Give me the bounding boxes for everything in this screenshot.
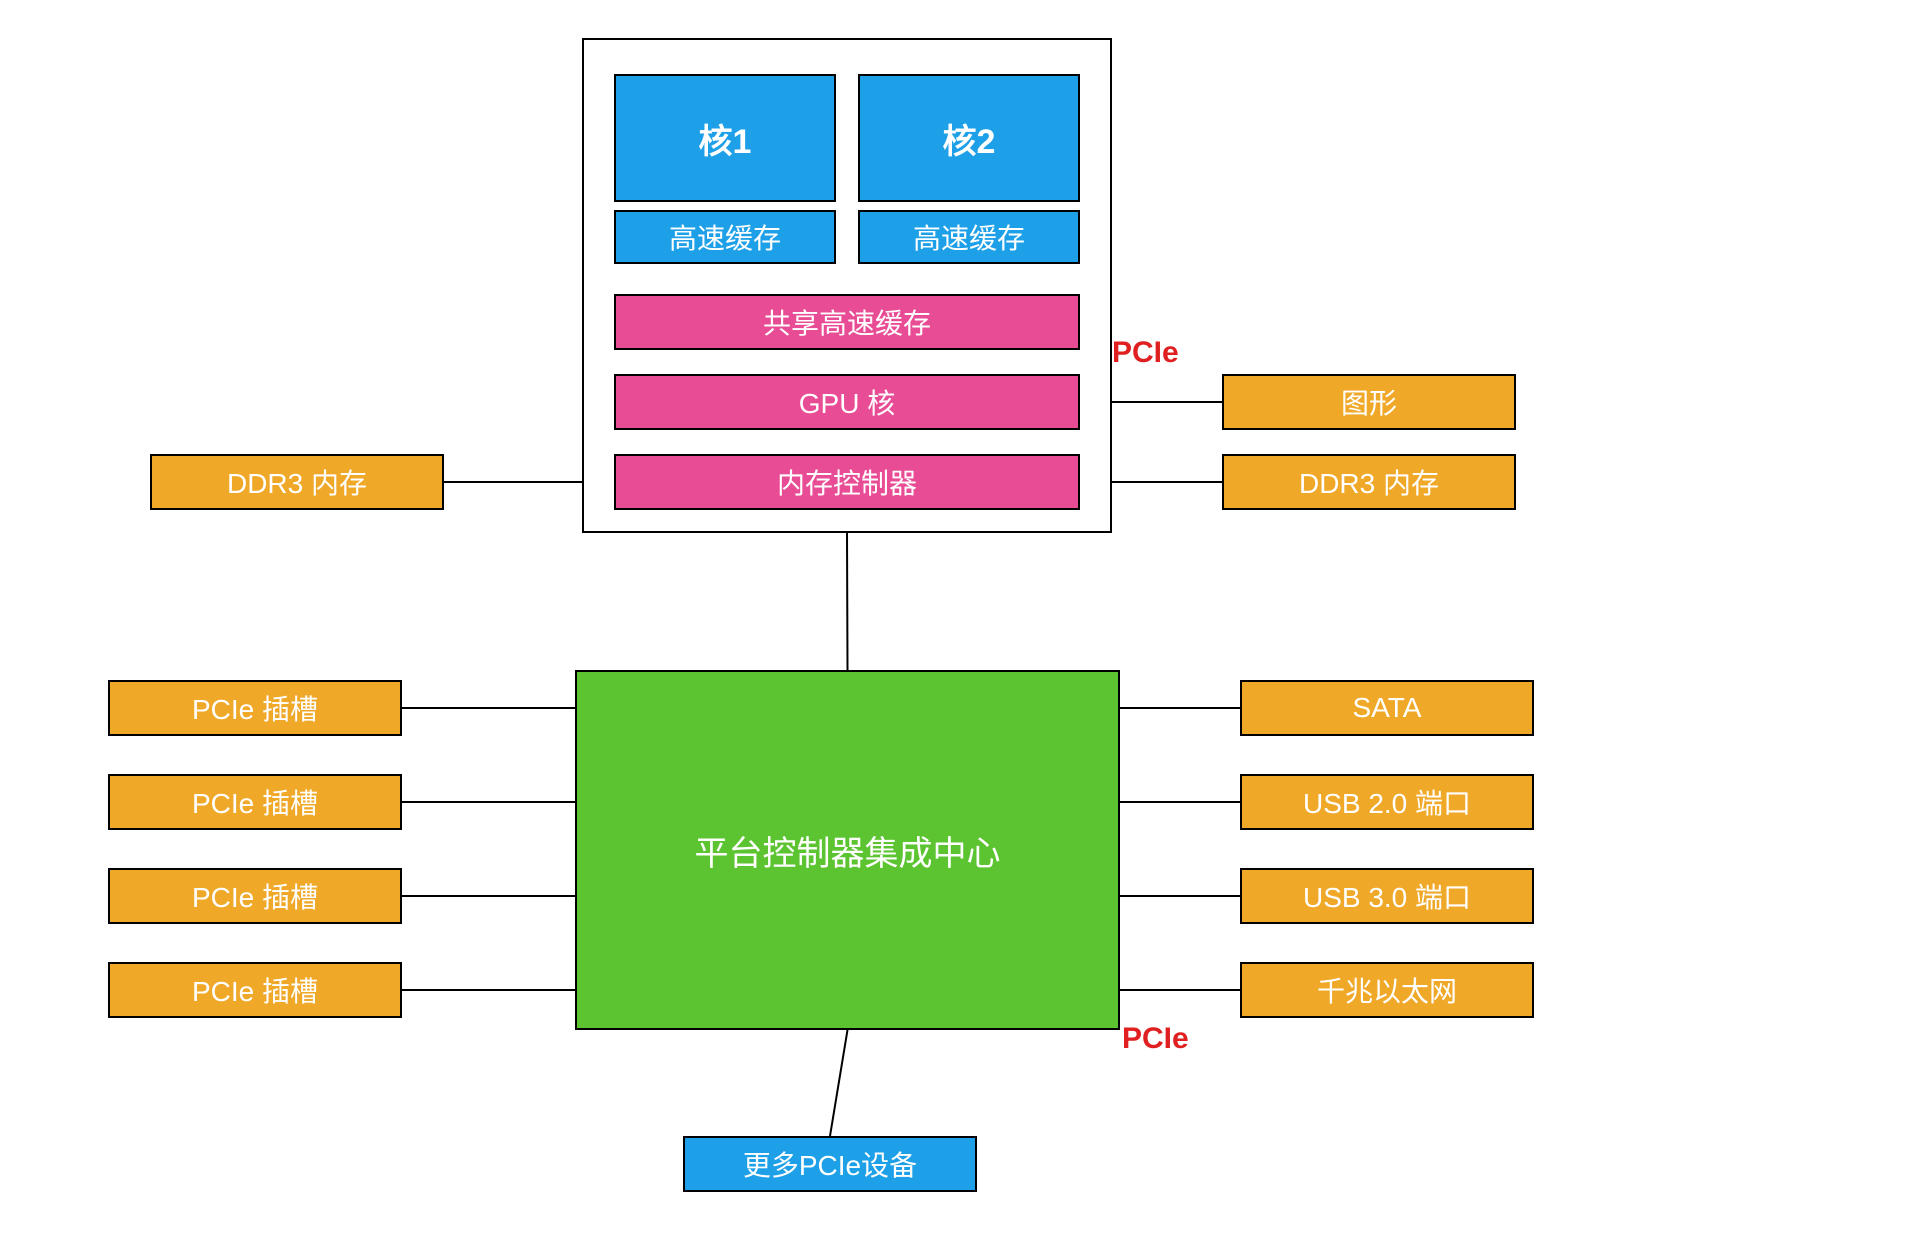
graphics: 图形	[1222, 374, 1516, 430]
pcie-slot-4: PCIe 插槽	[108, 962, 402, 1018]
core-2: 核2	[858, 74, 1080, 202]
pcie-slot-1: PCIe 插槽	[108, 680, 402, 736]
sata: SATA	[1240, 680, 1534, 736]
memory-controller: 内存控制器	[614, 454, 1080, 510]
platform-controller-hub: 平台控制器集成中心	[575, 670, 1120, 1030]
pcie-label-top: PCIe	[1112, 336, 1179, 370]
cache-2: 高速缓存	[858, 210, 1080, 264]
gigabit-ethernet: 千兆以太网	[1240, 962, 1534, 1018]
pcie-slot-2: PCIe 插槽	[108, 774, 402, 830]
gpu-core: GPU 核	[614, 374, 1080, 430]
usb-3: USB 3.0 端口	[1240, 868, 1534, 924]
shared-cache: 共享高速缓存	[614, 294, 1080, 350]
more-pcie-devices: 更多PCIe设备	[683, 1136, 977, 1192]
cache-1: 高速缓存	[614, 210, 836, 264]
pcie-label-bottom: PCIe	[1122, 1022, 1189, 1056]
usb-2: USB 2.0 端口	[1240, 774, 1534, 830]
pcie-slot-3: PCIe 插槽	[108, 868, 402, 924]
ddr3-left: DDR3 内存	[150, 454, 444, 510]
ddr3-right: DDR3 内存	[1222, 454, 1516, 510]
core-1: 核1	[614, 74, 836, 202]
